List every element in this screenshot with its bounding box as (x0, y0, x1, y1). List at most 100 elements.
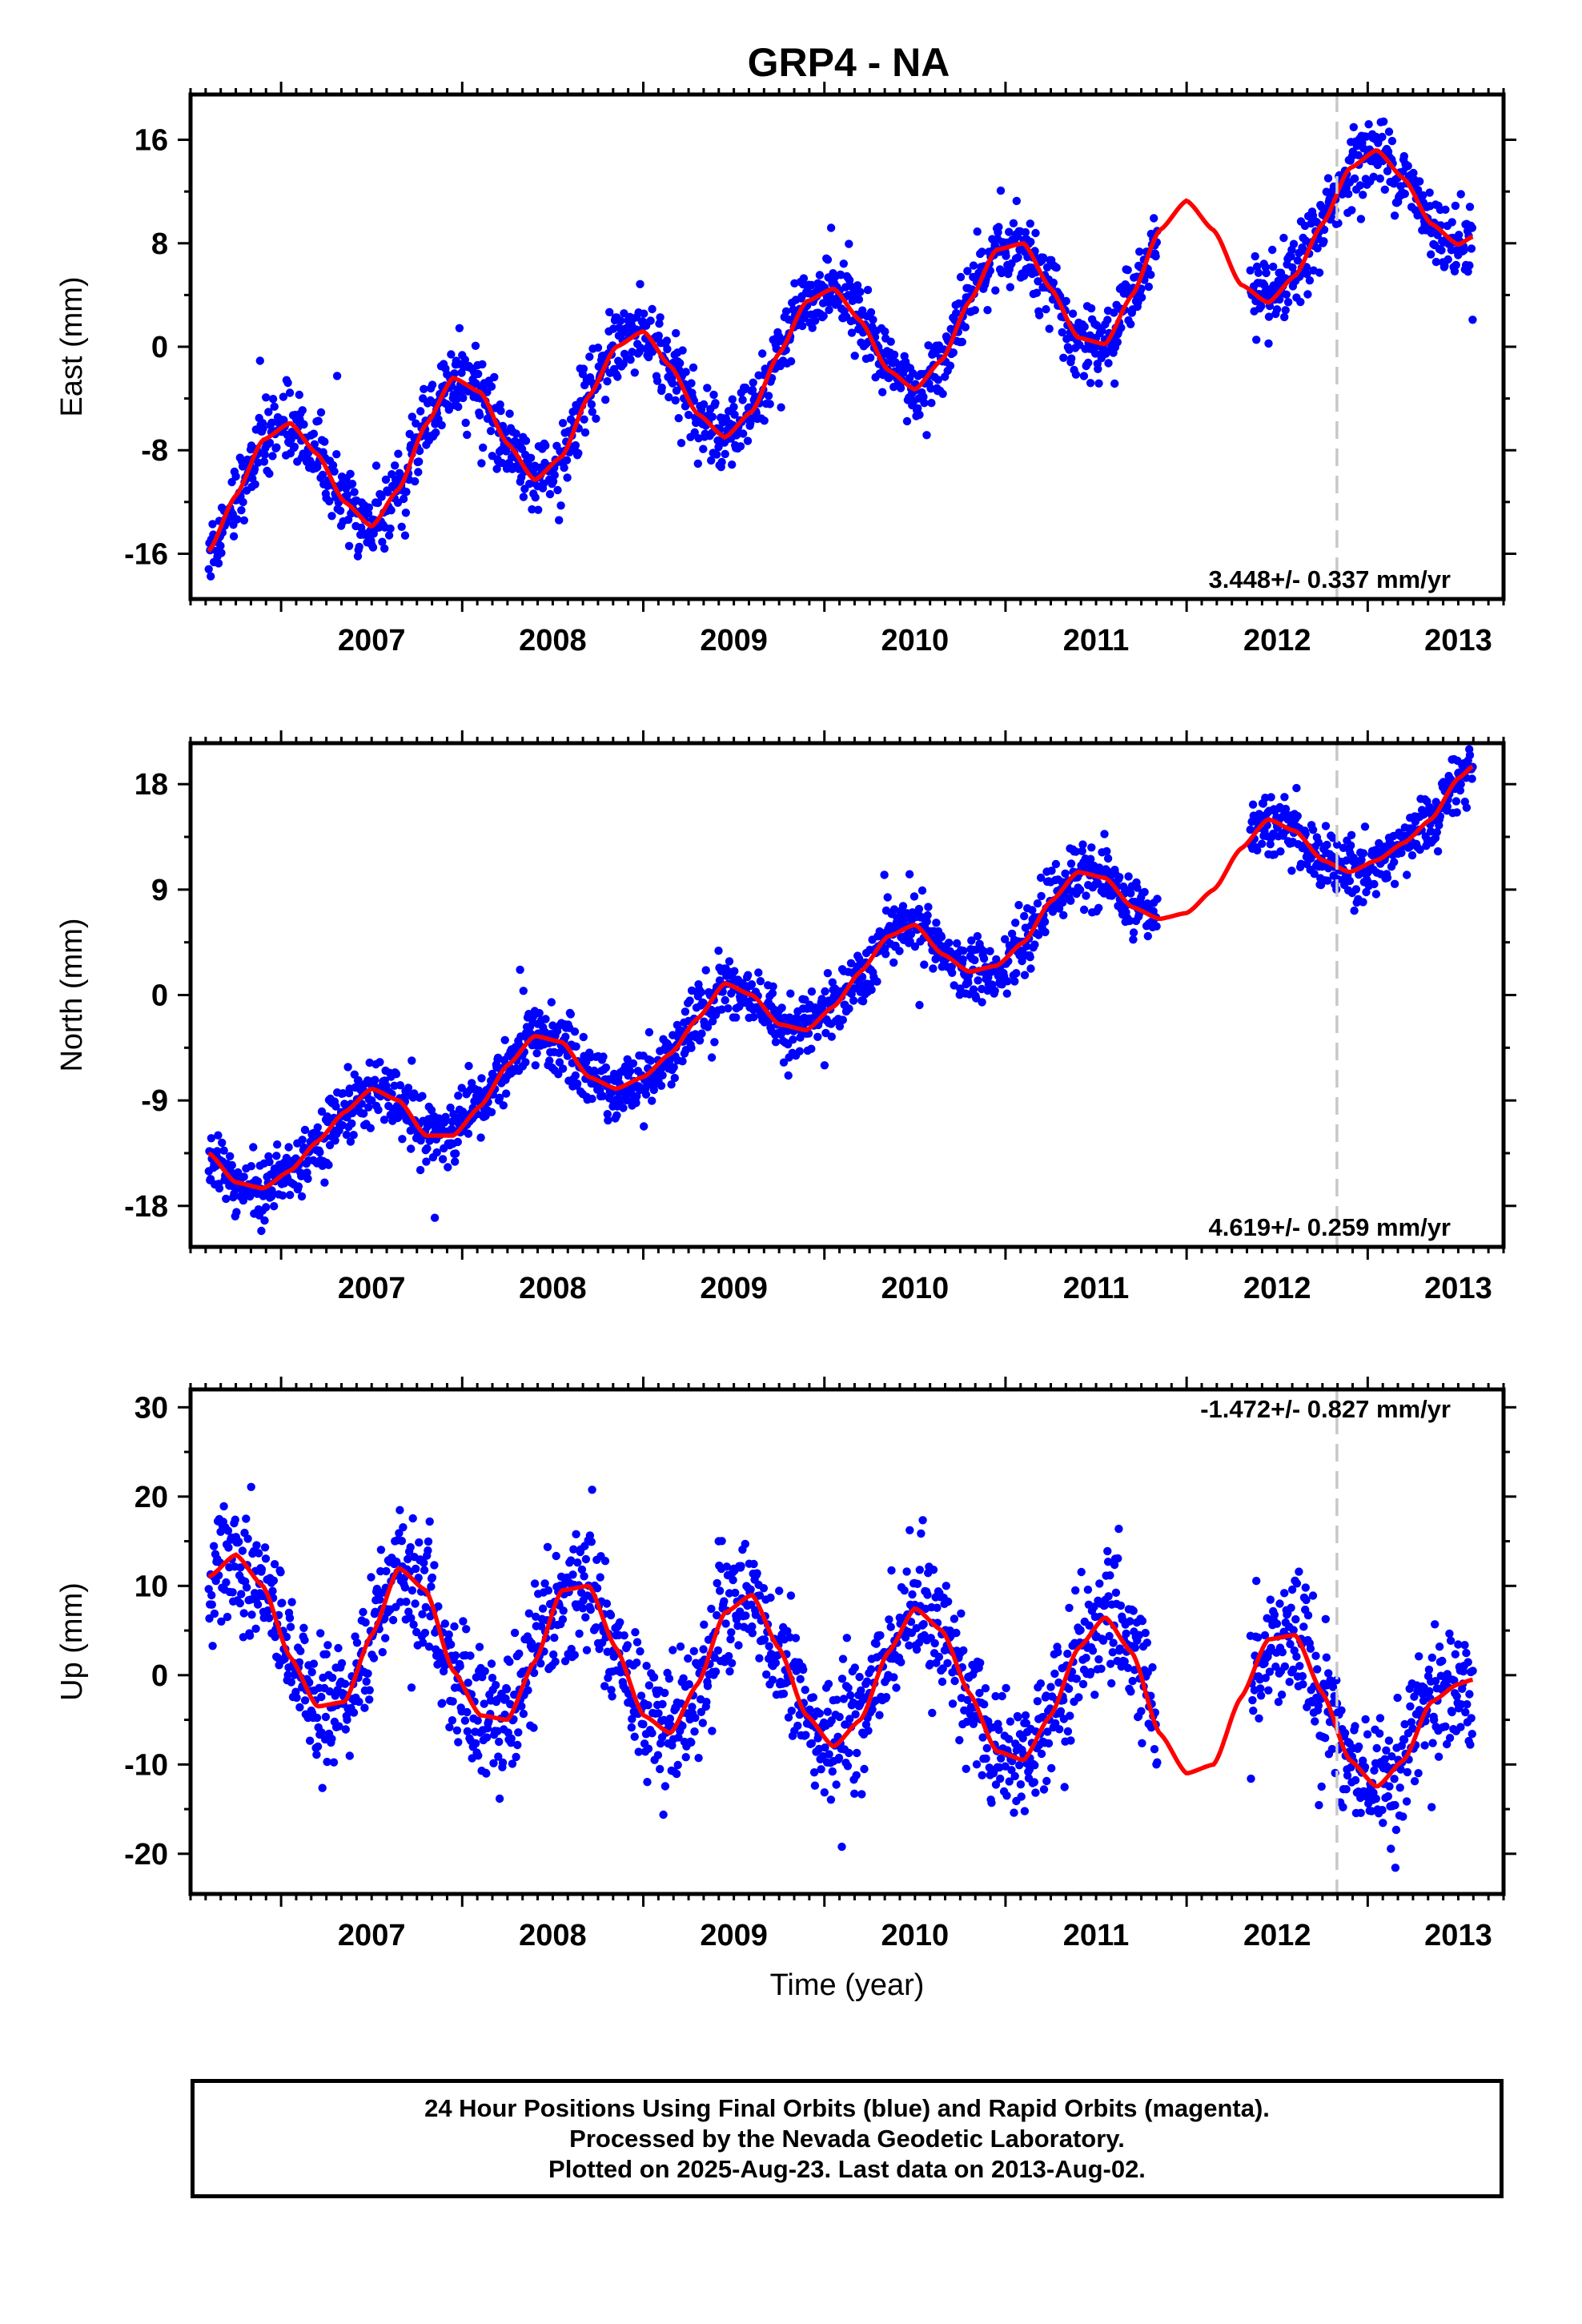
observation-point (420, 1558, 428, 1567)
observation-point (811, 316, 820, 325)
observation-point (477, 459, 486, 468)
observation-point (876, 1630, 885, 1640)
observation-point (423, 1144, 432, 1153)
observation-point (402, 488, 411, 497)
observation-point (331, 1136, 339, 1145)
observation-point (828, 1767, 837, 1776)
observation-point (387, 506, 396, 515)
observation-point (560, 1657, 570, 1666)
observation-point (834, 1753, 844, 1763)
observation-point (459, 1617, 468, 1626)
observation-point (707, 1053, 717, 1062)
observation-point (290, 442, 299, 452)
observation-point (592, 414, 600, 423)
observation-point (627, 1723, 636, 1732)
observation-point (970, 955, 979, 965)
observation-point (500, 1035, 509, 1045)
observation-point (809, 1768, 819, 1777)
observation-point (460, 1716, 470, 1725)
observation-point (1002, 251, 1010, 260)
observation-point (425, 1517, 434, 1526)
observation-point (672, 1769, 681, 1779)
observation-point (531, 1061, 540, 1070)
observation-point (896, 384, 905, 392)
observation-point (214, 559, 223, 568)
observation-point (452, 1149, 460, 1158)
observation-point (296, 1647, 305, 1655)
observation-point (843, 1762, 853, 1771)
observation-point (738, 396, 747, 404)
observation-point (450, 1622, 459, 1631)
observation-point (300, 1635, 309, 1645)
observation-point (1426, 827, 1435, 836)
observation-point (1266, 840, 1275, 849)
observation-point (728, 395, 737, 404)
observation-point (673, 1760, 682, 1770)
observation-point (685, 996, 694, 1005)
observation-point (1287, 866, 1296, 875)
observation-point (1003, 977, 1012, 986)
observation-point (263, 1606, 272, 1615)
observation-point (703, 1682, 713, 1691)
observation-point (282, 1632, 291, 1642)
observation-point (579, 1032, 588, 1042)
observation-point (1468, 223, 1477, 232)
observation-point (798, 321, 807, 331)
observation-point (708, 412, 717, 421)
observation-point (343, 1063, 352, 1072)
observation-point (223, 1612, 232, 1622)
observation-point (1269, 262, 1278, 271)
observation-point (853, 1748, 861, 1758)
observation-point (755, 1591, 765, 1600)
observation-point (612, 1111, 621, 1120)
observation-point (1082, 891, 1090, 900)
observation-point (1456, 190, 1465, 199)
observation-point (1117, 324, 1126, 332)
observation-point (1126, 320, 1135, 328)
observation-point (604, 1116, 612, 1125)
observation-point (552, 1551, 560, 1561)
y-tick-label: 0 (151, 331, 168, 364)
observation-point (726, 1634, 735, 1644)
observation-point (592, 1584, 602, 1593)
observation-point (295, 1703, 304, 1712)
observation-point (1315, 268, 1324, 277)
observation-point (787, 1707, 796, 1715)
observation-point (600, 1682, 609, 1691)
observation-point (1009, 219, 1018, 227)
observation-point (444, 1163, 452, 1172)
observation-point (421, 1602, 430, 1612)
observation-point (640, 1122, 648, 1131)
observation-point (588, 408, 596, 416)
observation-point (1362, 887, 1371, 897)
observation-point (500, 1711, 509, 1719)
observation-point (327, 512, 336, 521)
observation-point (613, 372, 622, 381)
observation-point (1364, 120, 1373, 129)
observation-point (414, 1574, 423, 1582)
observation-point (233, 515, 242, 524)
observation-point (409, 1620, 418, 1629)
observation-point (1143, 931, 1153, 941)
observation-point (717, 1005, 726, 1014)
observation-point (355, 1697, 363, 1707)
observation-point (502, 1089, 511, 1098)
x-tick-label: 2010 (881, 1272, 950, 1305)
observation-point (953, 939, 962, 948)
observation-point (665, 392, 673, 402)
observation-point (1379, 842, 1389, 851)
observation-point (415, 1538, 424, 1547)
observation-point (1347, 841, 1355, 850)
observation-point (775, 1586, 784, 1595)
observation-point (1040, 917, 1050, 927)
observation-point (1058, 898, 1067, 907)
observation-point (517, 1702, 526, 1711)
observation-point (824, 1679, 833, 1688)
observation-point (398, 1135, 407, 1144)
observation-point (264, 408, 273, 416)
observation-point (1006, 283, 1015, 292)
observation-point (1441, 205, 1450, 214)
observation-point (327, 1735, 336, 1743)
observation-point (424, 1546, 432, 1555)
observation-point (684, 1654, 693, 1663)
